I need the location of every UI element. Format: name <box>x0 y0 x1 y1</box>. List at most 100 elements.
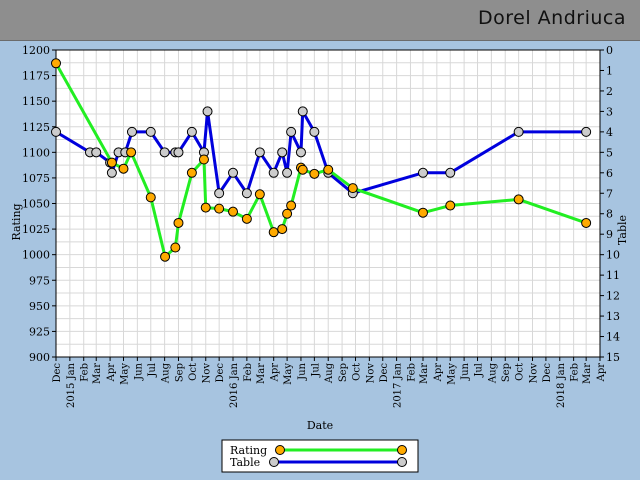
rating-point <box>323 164 334 175</box>
table-point <box>202 106 213 117</box>
rating-point <box>417 207 428 218</box>
table-point <box>214 188 225 199</box>
rating-point <box>513 194 524 205</box>
rating-point <box>186 167 197 178</box>
x-tick-label: May <box>283 363 294 385</box>
rating-point <box>170 242 181 253</box>
x-tick-label: Nov <box>365 363 376 384</box>
table-point <box>186 126 197 137</box>
left-axis: 900 925 950 975 1000 1025 1050 1075 1100 1125 1150… <box>22 44 56 364</box>
x-tick-label: Mar <box>92 363 103 384</box>
y-tick-label-left: 950 <box>29 300 50 313</box>
x-tick-label: 2017 Jan <box>393 362 404 408</box>
table-point <box>513 126 524 137</box>
table-point <box>241 188 252 199</box>
rating-point <box>286 200 297 211</box>
x-tick-label: Feb <box>80 363 91 382</box>
legend-marker-rating-end <box>397 445 407 455</box>
rating-point <box>254 189 265 200</box>
table-point <box>282 167 293 178</box>
x-tick-label: May <box>119 363 130 385</box>
legend-marker-table-start <box>269 457 279 467</box>
rating-point <box>241 213 252 224</box>
legend-label-table: Table <box>230 456 260 469</box>
legend-marker-table-end <box>397 457 407 467</box>
table-point <box>91 147 102 158</box>
y-tick-label-right: 3 <box>606 105 613 118</box>
table-point <box>295 147 306 158</box>
x-tick-label: Aug <box>161 362 172 384</box>
x-tick-label: Oct <box>515 363 526 381</box>
x-tick-label: Mar <box>582 363 593 384</box>
x-tick-label: Apr <box>106 363 117 383</box>
rating-point <box>173 217 184 228</box>
rating-point <box>51 58 61 69</box>
rating-point <box>198 154 209 165</box>
y-tick-label-right: 9 <box>606 228 613 241</box>
series-rating <box>51 58 592 262</box>
y-tick-label-right: 2 <box>606 85 613 98</box>
y-tick-label-right: 10 <box>606 249 620 262</box>
x-tick-label: Mar <box>419 363 430 384</box>
x-tick-label: Apr <box>270 363 281 383</box>
rating-point <box>228 206 239 217</box>
x-tick-label: Jun <box>460 362 471 380</box>
rating-point <box>200 202 211 213</box>
y-tick-label-left: 1175 <box>22 70 50 83</box>
x-tick-label: Dec <box>379 363 390 383</box>
table-point <box>51 126 61 137</box>
x-tick-label: Dec <box>542 363 553 383</box>
x-tick-label: Sep <box>501 363 512 382</box>
y-tick-label-right: 0 <box>606 44 613 57</box>
y-axis-title-right: Table <box>616 215 629 245</box>
rating-line <box>54 62 587 259</box>
y-tick-label-left: 1000 <box>22 249 50 262</box>
rating-point <box>282 208 293 219</box>
legend-marker-rating-start <box>275 445 285 455</box>
rating-point <box>214 203 225 214</box>
x-tick-label: Sep <box>174 363 185 382</box>
table-point <box>145 126 156 137</box>
table-point <box>309 126 320 137</box>
x-tick-label: Oct <box>188 363 199 381</box>
table-point <box>126 126 137 137</box>
rating-point <box>145 192 156 203</box>
table-point <box>228 167 239 178</box>
y-tick-label-right: 4 <box>606 126 613 139</box>
player-name: Dorel Andriuca <box>478 7 626 29</box>
y-tick-label-right: 6 <box>606 167 613 180</box>
table-point <box>581 126 592 137</box>
y-tick-label-left: 975 <box>29 274 50 287</box>
y-tick-label-right: 7 <box>606 187 613 200</box>
y-tick-label-left: 1025 <box>22 223 50 236</box>
rating-point <box>106 157 117 168</box>
x-tick-label: May <box>446 363 457 385</box>
rating-point <box>309 168 320 179</box>
x-tick-label: Mar <box>256 363 267 384</box>
y-tick-label-right: 8 <box>606 208 613 221</box>
x-tick-label: Jun <box>297 362 308 380</box>
rating-point <box>126 147 137 158</box>
table-point <box>268 167 279 178</box>
y-tick-label-right: 12 <box>606 290 620 303</box>
legend-box <box>221 439 419 473</box>
x-tick-label: 2016 Jan <box>229 362 240 408</box>
rating-point <box>118 163 129 174</box>
grid-lines <box>55 49 601 358</box>
x-tick-label: Aug <box>324 362 335 384</box>
rating-point <box>268 227 279 238</box>
x-tick-label: Sep <box>338 363 349 382</box>
table-point <box>286 126 297 137</box>
y-tick-label-left: 900 <box>29 351 50 364</box>
y-tick-label-left: 1150 <box>22 95 50 108</box>
y-tick-label-left: 1100 <box>22 146 50 159</box>
y-tick-label-left: 1125 <box>22 121 50 134</box>
rating-point <box>445 200 456 211</box>
table-point <box>106 167 117 178</box>
rating-point <box>277 224 288 235</box>
y-axis-title-left: Rating <box>10 203 23 240</box>
x-axis-title: Date <box>307 419 333 432</box>
x-tick-label: Feb <box>570 363 581 382</box>
